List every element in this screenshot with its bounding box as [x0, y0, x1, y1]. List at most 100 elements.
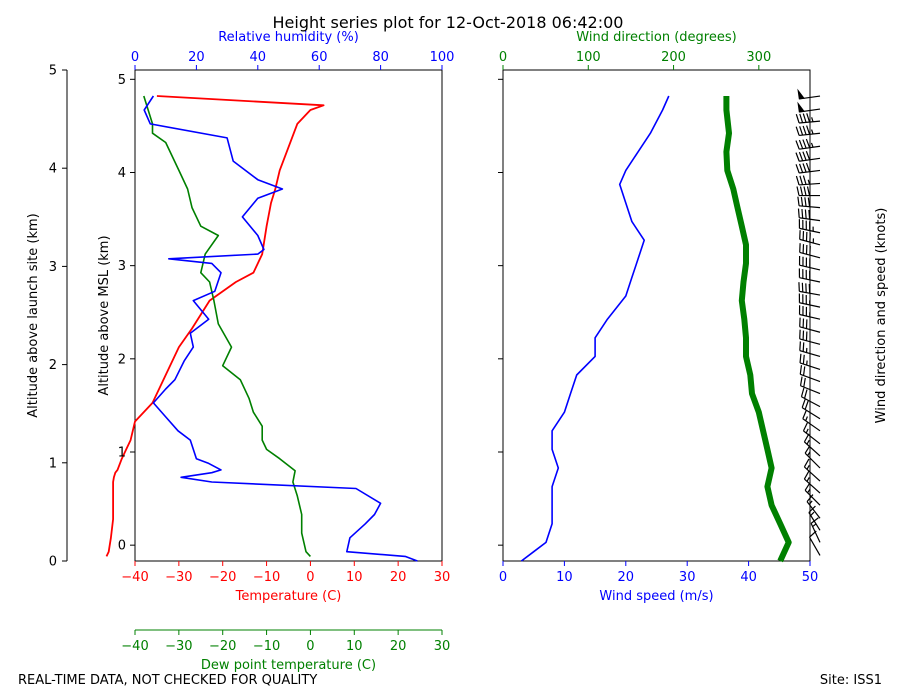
wind-barb-feather: [799, 341, 801, 351]
wind-barb-half-feather: [806, 439, 810, 445]
agl-tick-label: 5: [49, 64, 57, 79]
msl-axis-label: Altitude above MSL (km): [97, 235, 112, 395]
wind-barb: [806, 494, 821, 519]
wind-barb-feather: [803, 377, 806, 388]
wind-barb-feather: [800, 387, 805, 397]
wind-barb-feather: [799, 353, 802, 364]
footer-site: Site: ISS1: [819, 673, 882, 688]
wind-speed-tick-label: 40: [740, 570, 757, 585]
temperature-tick-label: 10: [346, 570, 363, 585]
temperature-tick-label: −40: [121, 570, 148, 585]
humidity-tick-label: 40: [250, 50, 267, 65]
wind-barb-half-feather: [806, 477, 810, 482]
wind-barb-feather: [806, 125, 811, 135]
wind-barb-half-feather: [807, 451, 811, 456]
wind-barb-feather: [795, 114, 800, 124]
wind-barb: [797, 88, 821, 100]
wind-barb-feather: [802, 422, 808, 432]
wind-barb-feather: [804, 400, 809, 410]
wind-barb: [799, 329, 821, 345]
wind-barb-staff: [808, 536, 821, 556]
wind-barb-feather: [802, 163, 807, 173]
wind-barb-staff: [799, 169, 821, 174]
wind-barb: [797, 208, 821, 222]
wind-direction-axis-label: Wind direction (degrees): [576, 30, 736, 45]
wind-direction-tick-label: 100: [576, 50, 601, 65]
wind-barb: [802, 422, 821, 445]
wind-barb-half-feather: [805, 416, 808, 422]
wind-barb-staff: [801, 396, 821, 408]
humidity-tick-label: 0: [131, 50, 139, 65]
wind-barbs-axis-label: Wind direction and speed (knots): [874, 208, 889, 424]
wind-barb-feather: [802, 113, 807, 123]
thermo-plot-frame: [134, 69, 443, 562]
wind-barb: [795, 162, 821, 174]
wind-barb: [804, 482, 821, 506]
wind-barb-feather: [802, 366, 806, 376]
wind-barb-feather: [807, 197, 811, 207]
wind-barb: [798, 305, 821, 320]
wind-barb-feather: [802, 151, 807, 161]
wind-barb-feather: [795, 126, 800, 136]
wind-barb-feather: [798, 163, 804, 173]
wind-barb-feather: [805, 138, 811, 148]
temperature-tick-label: 20: [390, 570, 407, 585]
dew-point-line: [143, 95, 311, 557]
msl-tick-label: 4: [118, 166, 126, 181]
thermo-series-lines: [105, 95, 418, 562]
wind-barb-feather: [804, 197, 807, 207]
wind-barb-half-feather: [806, 465, 810, 470]
wind-barb: [803, 433, 821, 457]
wind-barb: [795, 150, 821, 162]
wind-barb-feather: [808, 505, 816, 513]
wind-barb: [803, 458, 821, 482]
wind-barb: [799, 341, 821, 357]
wind-barb-feather: [800, 196, 804, 207]
dewpoint-tick-label: 0: [306, 639, 314, 654]
msl-tick-label: 2: [118, 352, 126, 367]
agl-tick-label: 4: [49, 162, 57, 177]
dewpoint-tick-label: −30: [165, 639, 192, 654]
wind-barb-half-feather: [811, 129, 814, 135]
wind-barb: [802, 410, 821, 432]
dewpoint-tick-label: 30: [434, 639, 451, 654]
chart-title: Height series plot for 12-Oct-2018 06:42…: [273, 13, 624, 32]
temperature-tick-label: −10: [253, 570, 280, 585]
wind-barb-feather: [808, 209, 811, 220]
wind-barb-staff: [802, 418, 821, 432]
wind-barb: [799, 365, 821, 383]
wind-barb: [797, 101, 821, 113]
wind-barb-feather: [802, 410, 807, 419]
dewpoint-tick-label: −10: [253, 639, 280, 654]
wind-barb-feather: [809, 530, 817, 538]
wind-barb-feather: [803, 470, 810, 480]
wind-barb: [795, 175, 821, 186]
temperature-tick-label: 0: [306, 570, 314, 585]
wind-barb-feather: [805, 150, 811, 161]
wind-speed-tick-label: 50: [802, 570, 819, 585]
wind-series-lines: [520, 95, 792, 563]
msl-tick-label: 0: [118, 539, 126, 554]
wind-barb-feather: [804, 209, 807, 219]
wind-barb-feather: [803, 389, 808, 399]
dewpoint-axis-label: Dew point temperature (C): [201, 658, 376, 673]
wind-barb-feather: [805, 162, 811, 172]
wind-barb-feather: [795, 140, 800, 150]
dewpoint-tick-label: 10: [346, 639, 363, 654]
wind-direction-tick-label: 200: [661, 50, 686, 65]
agl-tick-label: 2: [49, 358, 57, 373]
wind-barb-feather: [806, 113, 811, 123]
wind-barb: [800, 387, 821, 408]
wind-barb-feather: [806, 186, 811, 196]
wind-barb-half-feather: [808, 500, 813, 505]
wind-direction-tick-label: 300: [746, 50, 771, 65]
wind-barb: [798, 293, 821, 308]
wind-barb-feather: [810, 517, 819, 524]
wind-barb-feather: [801, 208, 804, 219]
wind-barb: [798, 268, 821, 283]
wind-plot-frame: [502, 69, 811, 562]
agl-tick-label: 0: [49, 555, 57, 570]
wind-barb-feather: [799, 126, 804, 136]
